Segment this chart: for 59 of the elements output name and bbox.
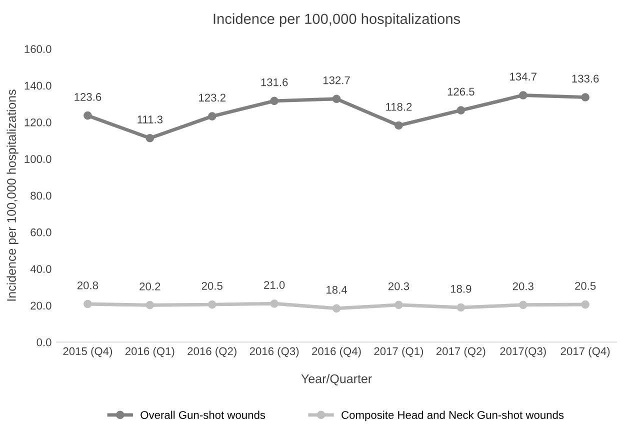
x-tick-label: 2016 (Q2) bbox=[188, 346, 236, 358]
point bbox=[518, 300, 528, 310]
y-tick-label: 40.0 bbox=[30, 265, 52, 273]
y-tick-label: 140.0 bbox=[24, 82, 52, 90]
y-tick-label: 0.0 bbox=[36, 338, 52, 346]
data-label: 21.0 bbox=[264, 281, 285, 289]
data-label: 20.2 bbox=[140, 282, 160, 290]
point bbox=[270, 299, 278, 308]
x-tick-label: 2016 (Q1) bbox=[125, 346, 174, 358]
legend-label: Overall Gun-shot wounds bbox=[140, 410, 266, 419]
x-tick-label: 2017 (Q4) bbox=[560, 346, 610, 358]
y-tick-label: 120.0 bbox=[24, 118, 52, 126]
y-tick-label: 80.0 bbox=[30, 192, 52, 200]
x-tick-label: 2017 (Q2) bbox=[436, 346, 486, 358]
point bbox=[146, 134, 154, 142]
point bbox=[208, 112, 216, 120]
data-label: 20.5 bbox=[202, 282, 222, 290]
data-label: 133.6 bbox=[572, 74, 599, 83]
point bbox=[394, 121, 403, 130]
x-axis-title: Year/Quarter bbox=[301, 374, 372, 386]
point bbox=[84, 300, 92, 308]
data-label: 20.8 bbox=[77, 281, 98, 290]
point bbox=[270, 96, 278, 106]
data-label: 126.5 bbox=[448, 88, 474, 96]
point bbox=[208, 300, 216, 309]
data-label: 20.3 bbox=[388, 282, 410, 290]
y-tick-label: 60.0 bbox=[30, 228, 52, 236]
data-label: 131.6 bbox=[261, 78, 288, 86]
y-tick-label: 160.0 bbox=[24, 45, 52, 54]
data-label: 20.3 bbox=[512, 282, 534, 290]
y-tick-label: 100.0 bbox=[24, 155, 52, 163]
point bbox=[394, 300, 403, 310]
data-label: 123.2 bbox=[199, 94, 226, 102]
data-label: 132.7 bbox=[323, 76, 350, 84]
point bbox=[581, 93, 590, 102]
x-tick-label: 2017 (Q1) bbox=[374, 346, 424, 358]
point bbox=[456, 106, 466, 114]
legend-label: Composite Head and Neck Gun-shot wounds bbox=[342, 410, 564, 422]
x-tick-label: 2016 (Q4) bbox=[312, 346, 361, 358]
x-tick-label: 2015 (Q4) bbox=[63, 346, 112, 358]
point bbox=[146, 300, 154, 310]
data-label: 18.9 bbox=[450, 284, 472, 293]
x-tick-label: 2017(Q3) bbox=[500, 346, 546, 358]
chart-title: Incidence per 100,000 hospitalizations bbox=[214, 13, 460, 27]
y-axis-title: Incidence per 100,000 hospitalizations bbox=[6, 90, 18, 301]
point bbox=[581, 300, 590, 309]
data-label: 20.5 bbox=[575, 282, 596, 290]
y-tick-label: 20.0 bbox=[30, 302, 52, 310]
data-label: 118.2 bbox=[386, 102, 412, 111]
data-label: 123.6 bbox=[74, 93, 102, 101]
data-label: 111.3 bbox=[138, 116, 163, 124]
point bbox=[456, 303, 466, 312]
data-label: 134.7 bbox=[510, 72, 536, 81]
point bbox=[84, 111, 92, 120]
point bbox=[518, 91, 528, 100]
x-tick-label: 2016 (Q3) bbox=[250, 346, 299, 358]
point bbox=[332, 94, 341, 104]
point bbox=[332, 304, 341, 313]
data-label: 18.4 bbox=[326, 286, 348, 294]
